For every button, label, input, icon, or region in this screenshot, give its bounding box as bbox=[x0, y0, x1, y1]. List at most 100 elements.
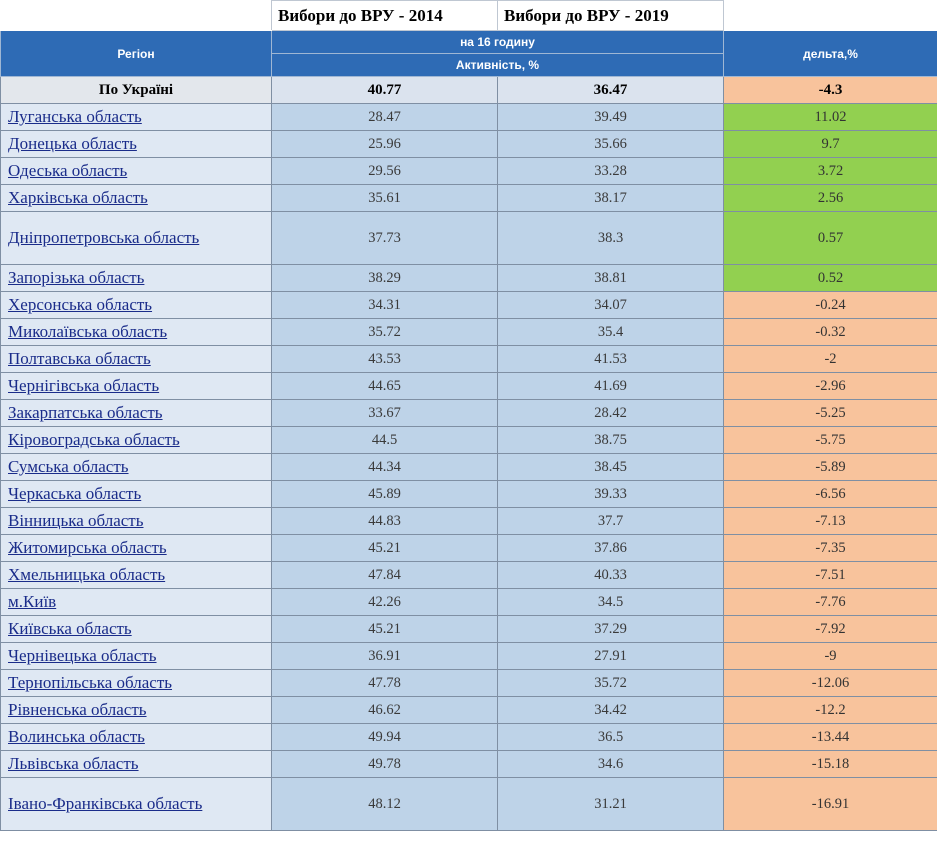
region-link[interactable]: Житомирська область bbox=[8, 538, 167, 557]
turnout-2014-cell: 44.83 bbox=[271, 507, 498, 535]
delta-column-header: дельта,% bbox=[723, 30, 937, 77]
region-name-cell: Кіровоградська область bbox=[0, 426, 272, 454]
region-name-cell: Тернопільська область bbox=[0, 669, 272, 697]
region-link[interactable]: м.Київ bbox=[8, 592, 57, 611]
delta-cell: 9.7 bbox=[723, 130, 937, 158]
region-link[interactable]: Черкаська область bbox=[8, 484, 142, 503]
total-row: По Україні 40.77 36.47 -4.3 bbox=[0, 76, 937, 104]
turnout-2019-cell: 33.28 bbox=[497, 157, 724, 185]
region-link[interactable]: Волинська область bbox=[8, 727, 145, 746]
delta-cell: -2.96 bbox=[723, 372, 937, 400]
turnout-2019-cell: 35.4 bbox=[497, 318, 724, 346]
turnout-2014-cell: 29.56 bbox=[271, 157, 498, 185]
turnout-2014-cell: 43.53 bbox=[271, 345, 498, 373]
region-link[interactable]: Одеська область bbox=[8, 161, 128, 180]
turnout-2019-cell: 31.21 bbox=[497, 777, 724, 831]
region-link[interactable]: Київська область bbox=[8, 619, 132, 638]
table-row: Київська область 45.21 37.29 -7.92 bbox=[0, 615, 937, 643]
region-name-cell: Чернігівська область bbox=[0, 372, 272, 400]
region-name-cell: Хмельницька область bbox=[0, 561, 272, 589]
table-row: Сумська область 44.34 38.45 -5.89 bbox=[0, 453, 937, 481]
delta-cell: -5.25 bbox=[723, 399, 937, 427]
region-link[interactable]: Харківська область bbox=[8, 188, 148, 207]
region-name-cell: Миколаївська область bbox=[0, 318, 272, 346]
region-link[interactable]: Полтавська область bbox=[8, 349, 151, 368]
region-link[interactable]: Чернівецька область bbox=[8, 646, 157, 665]
region-link[interactable]: Луганська область bbox=[8, 107, 142, 126]
header-row-time: Регіон на 16 годину дельта,% bbox=[0, 30, 937, 77]
delta-cell: -7.51 bbox=[723, 561, 937, 589]
total-name: По Україні bbox=[0, 76, 272, 104]
turnout-2014-cell: 33.67 bbox=[271, 399, 498, 427]
table-row: Донецька область 25.96 35.66 9.7 bbox=[0, 130, 937, 158]
region-name-cell: Житомирська область bbox=[0, 534, 272, 562]
region-link[interactable]: Донецька область bbox=[8, 134, 137, 153]
turnout-2014-cell: 44.65 bbox=[271, 372, 498, 400]
region-link[interactable]: Чернігівська область bbox=[8, 376, 160, 395]
total-2014: 40.77 bbox=[271, 76, 498, 104]
region-link[interactable]: Кіровоградська область bbox=[8, 430, 180, 449]
delta-cell: -7.35 bbox=[723, 534, 937, 562]
table-row: Івано-Франківська область 48.12 31.21 -16.9… bbox=[0, 777, 937, 831]
region-link[interactable]: Тернопільська область bbox=[8, 673, 173, 692]
turnout-2019-cell: 38.3 bbox=[497, 211, 724, 265]
region-link[interactable]: Запорізька область bbox=[8, 268, 145, 287]
region-name-cell: Донецька область bbox=[0, 130, 272, 158]
region-name-cell: Чернівецька область bbox=[0, 642, 272, 670]
turnout-2019-cell: 38.17 bbox=[497, 184, 724, 212]
delta-cell: -16.91 bbox=[723, 777, 937, 831]
table-row: Луганська область 28.47 39.49 11.02 bbox=[0, 103, 937, 131]
turnout-2019-cell: 37.7 bbox=[497, 507, 724, 535]
region-link[interactable]: Львівська область bbox=[8, 754, 139, 773]
turnout-2019-cell: 27.91 bbox=[497, 642, 724, 670]
region-name-cell: Сумська область bbox=[0, 453, 272, 481]
turnout-2019-cell: 37.86 bbox=[497, 534, 724, 562]
time-header: на 16 годину bbox=[271, 30, 724, 54]
region-link[interactable]: Вінницька область bbox=[8, 511, 144, 530]
turnout-2014-cell: 48.12 bbox=[271, 777, 498, 831]
table-row: м.Київ 42.26 34.5 -7.76 bbox=[0, 588, 937, 616]
turnout-2014-cell: 35.61 bbox=[271, 184, 498, 212]
delta-cell: -15.18 bbox=[723, 750, 937, 778]
turnout-2014-cell: 46.62 bbox=[271, 696, 498, 724]
table-row: Львівська область 49.78 34.6 -15.18 bbox=[0, 750, 937, 778]
blank-cell bbox=[723, 0, 937, 31]
turnout-2019-cell: 36.5 bbox=[497, 723, 724, 751]
delta-cell: -7.76 bbox=[723, 588, 937, 616]
table-row: Тернопільська область 47.78 35.72 -12.06 bbox=[0, 669, 937, 697]
turnout-2014-cell: 36.91 bbox=[271, 642, 498, 670]
delta-cell: -5.89 bbox=[723, 453, 937, 481]
region-link[interactable]: Івано-Франківська область bbox=[8, 794, 203, 813]
table-row: Кіровоградська область 44.5 38.75 -5.75 bbox=[0, 426, 937, 454]
table-row: Миколаївська область 35.72 35.4 -0.32 bbox=[0, 318, 937, 346]
region-link[interactable]: Закарпатська область bbox=[8, 403, 163, 422]
turnout-2019-cell: 35.72 bbox=[497, 669, 724, 697]
delta-cell: -2 bbox=[723, 345, 937, 373]
turnout-2014-cell: 47.78 bbox=[271, 669, 498, 697]
turnout-2014-cell: 44.34 bbox=[271, 453, 498, 481]
delta-cell: 11.02 bbox=[723, 103, 937, 131]
turnout-2019-cell: 34.07 bbox=[497, 291, 724, 319]
delta-cell: 0.52 bbox=[723, 264, 937, 292]
turnout-2014-cell: 47.84 bbox=[271, 561, 498, 589]
region-link[interactable]: Миколаївська область bbox=[8, 322, 168, 341]
region-name-cell: Закарпатська область bbox=[0, 399, 272, 427]
region-link[interactable]: Рівненська область bbox=[8, 700, 147, 719]
blank-cell bbox=[0, 0, 272, 31]
turnout-2019-cell: 28.42 bbox=[497, 399, 724, 427]
table-row: Харківська область 35.61 38.17 2.56 bbox=[0, 184, 937, 212]
region-link[interactable]: Сумська область bbox=[8, 457, 129, 476]
region-name-cell: м.Київ bbox=[0, 588, 272, 616]
activity-header: Активність, % bbox=[271, 53, 724, 77]
total-2019: 36.47 bbox=[497, 76, 724, 104]
table-row: Чернівецька область 36.91 27.91 -9 bbox=[0, 642, 937, 670]
region-name-cell: Волинська область bbox=[0, 723, 272, 751]
turnout-2019-cell: 41.69 bbox=[497, 372, 724, 400]
turnout-2019-cell: 38.75 bbox=[497, 426, 724, 454]
region-link[interactable]: Херсонська область bbox=[8, 295, 153, 314]
turnout-2019-cell: 38.81 bbox=[497, 264, 724, 292]
delta-cell: -5.75 bbox=[723, 426, 937, 454]
region-link[interactable]: Хмельницька область bbox=[8, 565, 166, 584]
region-link[interactable]: Дніпропетровська область bbox=[8, 228, 200, 247]
